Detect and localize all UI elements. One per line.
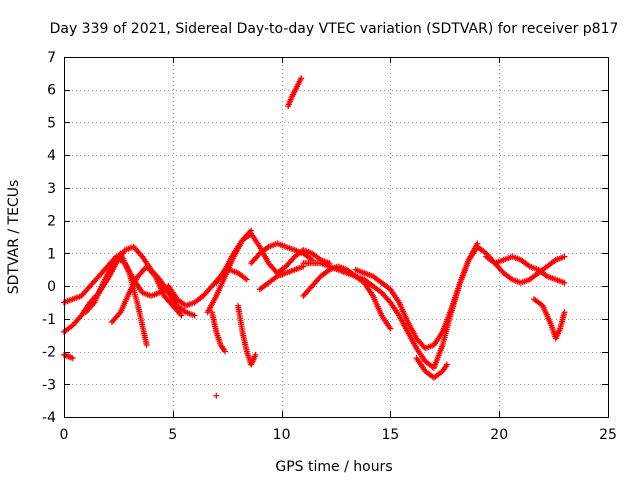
- data-point-marker: [387, 325, 394, 332]
- y-tick-label: 6: [47, 83, 56, 99]
- x-axis-label: GPS time / hours: [275, 459, 392, 475]
- x-tick-label: 25: [599, 427, 617, 443]
- data-point-marker: [248, 227, 255, 234]
- x-tick-label: 0: [60, 427, 69, 443]
- y-tick-label: -4: [42, 410, 56, 426]
- x-tick-label: 15: [381, 427, 399, 443]
- data-point-marker: [243, 276, 250, 283]
- data-point-marker: [561, 253, 568, 260]
- y-tick-label: 0: [47, 279, 56, 295]
- data-point-marker: [298, 75, 305, 82]
- y-tick-label: 1: [47, 246, 56, 262]
- x-tick-label: 10: [273, 427, 291, 443]
- y-tick-label: 5: [47, 115, 56, 131]
- data-point-marker: [561, 279, 568, 286]
- y-tick-label: -3: [42, 377, 56, 393]
- data-point-marker: [69, 355, 76, 362]
- y-tick-label: 3: [47, 181, 56, 197]
- y-tick-label: 2: [47, 214, 56, 230]
- data-point-marker: [252, 351, 259, 358]
- y-tick-label: -2: [42, 345, 56, 361]
- grid-lines: [64, 57, 608, 417]
- y-axis-label: SDTVAR / TECUs: [6, 180, 22, 295]
- x-tick-label: 20: [490, 427, 508, 443]
- axis-ticks: 0 5 10 15 20 25 -4 -3 -2 -1 0 1 2 3 4 5 6 7: [42, 50, 617, 443]
- data-points: [61, 75, 568, 399]
- x-tick-label: 5: [168, 427, 177, 443]
- chart-title: Day 339 of 2021, Sidereal Day-to-day VTE…: [50, 21, 619, 37]
- data-point-marker: [222, 348, 229, 355]
- data-point-marker: [143, 342, 150, 348]
- y-tick-label: 4: [47, 148, 56, 164]
- y-tick-label: -1: [42, 312, 56, 328]
- data-point-marker: [178, 312, 185, 319]
- plot-frame: [64, 57, 609, 418]
- data-point-marker: [443, 361, 450, 368]
- y-tick-label: 7: [47, 50, 56, 66]
- data-point-marker: [191, 312, 198, 319]
- data-point-marker: [213, 392, 220, 399]
- data-point-marker: [561, 309, 568, 316]
